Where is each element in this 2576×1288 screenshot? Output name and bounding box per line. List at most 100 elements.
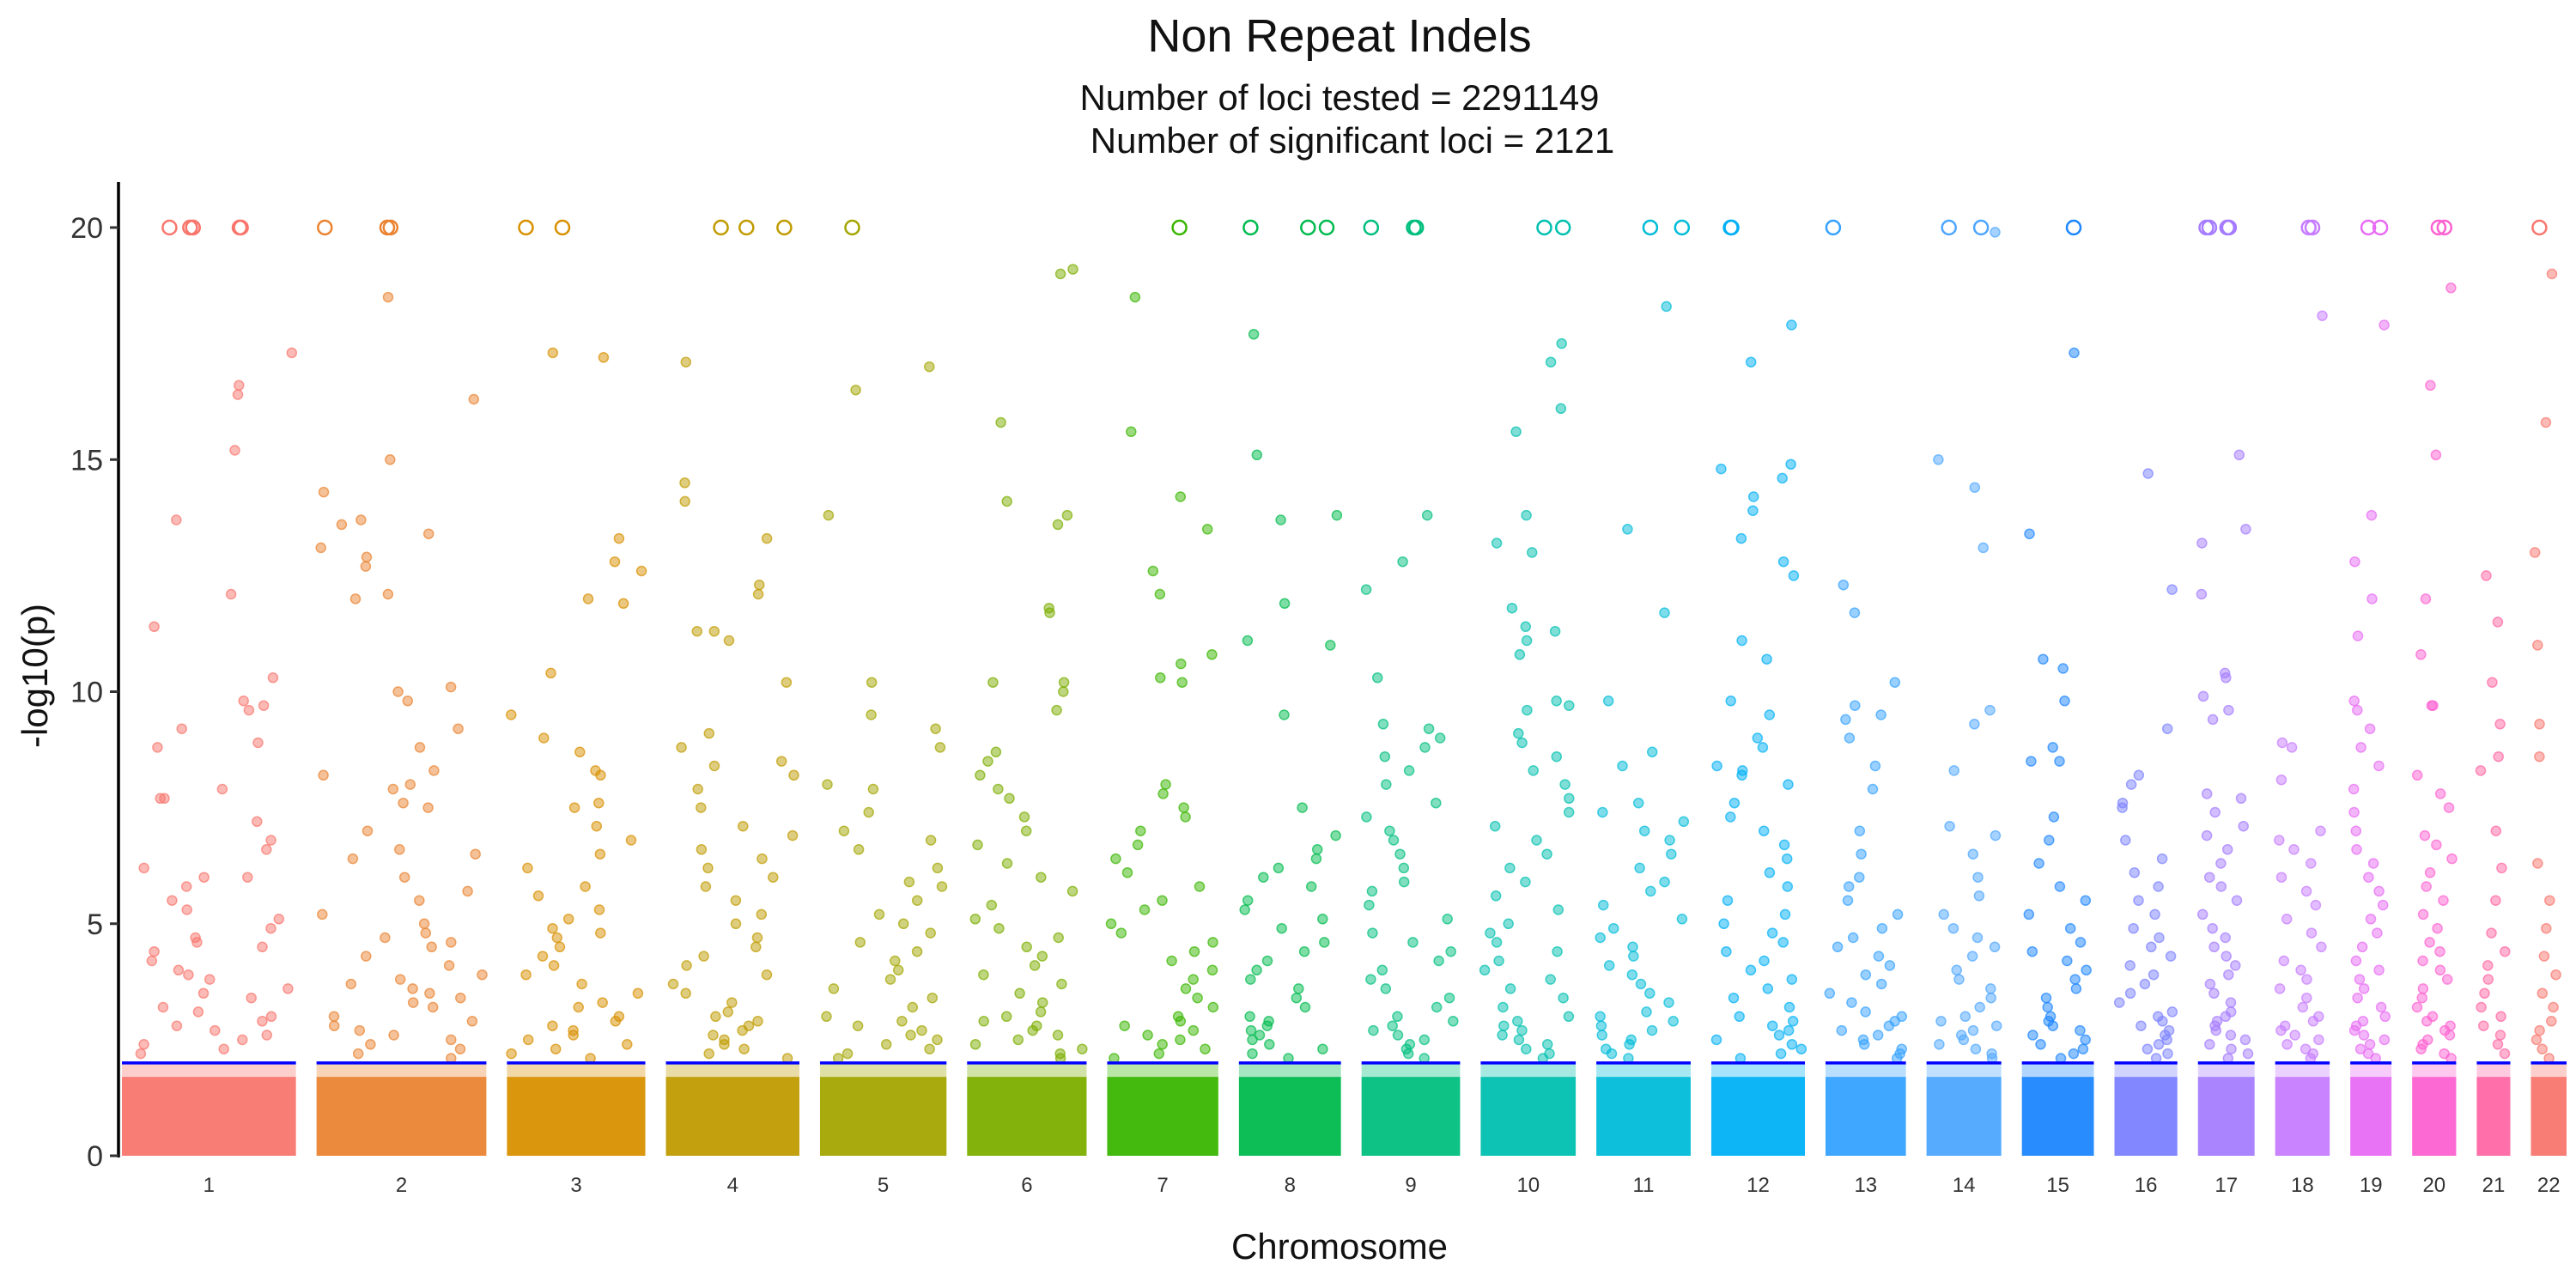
chr-2-point: [349, 593, 361, 605]
chr-12-point: [1718, 918, 1729, 930]
chr-9-point: [1394, 848, 1406, 860]
chr-7-point: [1115, 927, 1127, 939]
y-tick-label: 0: [87, 1140, 103, 1173]
chr-9-point: [1392, 1030, 1404, 1041]
chr-7-capped-point: [1171, 219, 1188, 236]
chr-8-point: [1239, 904, 1250, 915]
chr-3-point: [522, 1034, 534, 1046]
chr-11-point: [1676, 914, 1688, 925]
chr-8-point: [1330, 829, 1341, 841]
chr-20-point: [2415, 649, 2427, 660]
chr-5-point: [903, 876, 915, 888]
chr-14-point: [1972, 872, 1984, 883]
chr-17-point: [2242, 1048, 2254, 1060]
chr-8-capped-point: [1242, 219, 1259, 236]
chr-1-capped-point: [233, 219, 249, 236]
chr-10-point: [1522, 704, 1533, 716]
chr-12-point: [1762, 983, 1774, 994]
chr-3-point: [635, 565, 647, 577]
chr-10-point: [1559, 779, 1571, 790]
x-tick-label-chr-1: 1: [204, 1174, 215, 1197]
chr-16-point: [2128, 922, 2139, 934]
chr-5-point: [932, 1034, 943, 1046]
chr-13-point: [1846, 997, 1857, 1008]
chr-18-point: [2289, 1030, 2300, 1041]
chr-14-point: [1990, 227, 2001, 238]
chr-18-capped-point: [2304, 219, 2321, 236]
chr-10-point: [1485, 927, 1496, 939]
chr-11-point: [1595, 932, 1606, 944]
chr-10-point: [1506, 602, 1518, 614]
chr-1-point: [198, 872, 210, 883]
chr-9-dense-band: [1361, 1077, 1461, 1156]
chr-22-dense-band: [2530, 1077, 2567, 1156]
chr-1-point: [197, 987, 210, 999]
chr-16-point: [2133, 769, 2145, 781]
chr-6-point: [1067, 264, 1078, 275]
y-axis-title: -log10(p): [15, 604, 55, 748]
chr-5-point: [897, 918, 909, 930]
chr-2-point: [428, 765, 440, 776]
chr-7-point: [1188, 974, 1199, 985]
chr-11-band-fringe: [1596, 1062, 1691, 1078]
chr-3-point: [574, 746, 586, 758]
chr-4-point: [756, 853, 768, 865]
chr-7-point: [1110, 853, 1121, 865]
chr-14-point: [1953, 974, 1965, 985]
chr-6-point: [1052, 519, 1064, 531]
chr-2-point: [422, 802, 434, 813]
chr-13-point: [1892, 908, 1904, 920]
chr-20-capped-point: [2430, 219, 2447, 236]
chr-6-point: [1051, 704, 1062, 716]
chr-10-point: [1503, 918, 1514, 930]
chr-17-point: [2221, 951, 2232, 962]
chr-2-capped-point: [317, 219, 333, 236]
chr-11-point: [1664, 835, 1675, 846]
chr-15-point: [2062, 955, 2073, 967]
chr-11-point: [1668, 1016, 1679, 1027]
chr-12-point: [1766, 927, 1778, 939]
chr-5-point: [852, 1020, 864, 1031]
chr-2-point: [394, 974, 406, 985]
chr-6-point: [986, 899, 998, 911]
chr-12-point: [1777, 937, 1789, 948]
chr-16-point: [2133, 895, 2144, 906]
chr-11-point: [1595, 1020, 1607, 1031]
chr-13-point: [1876, 922, 1888, 934]
chr-4-point: [788, 769, 799, 781]
chr-1-point: [252, 816, 263, 828]
chr-20-point: [2427, 700, 2439, 711]
chr-18-point: [2275, 774, 2287, 786]
chr-3-point: [537, 951, 549, 962]
chr-6-point: [987, 677, 999, 688]
chr-12-point: [1781, 853, 1793, 865]
chr-13-point: [1869, 760, 1881, 772]
chr-3-point: [573, 1001, 584, 1013]
chr-15-point: [2054, 756, 2065, 767]
chr-4-point: [710, 1011, 721, 1023]
chr-13-capped-point: [1825, 219, 1842, 236]
chr-6-point: [972, 839, 983, 851]
chr-9-capped-point: [1407, 219, 1425, 236]
chr-14-point: [1973, 890, 1985, 902]
chr-14-point: [1935, 1016, 1947, 1027]
chr-1-point: [242, 872, 253, 883]
chr-3-point: [613, 532, 625, 544]
chr-10-capped-point: [1536, 219, 1552, 236]
chr-15-point: [2080, 895, 2092, 906]
chr-10-point: [1563, 1011, 1575, 1023]
chr-16-point: [2165, 951, 2177, 962]
chr-4-point: [751, 932, 763, 944]
chr-15-capped-point: [2065, 219, 2082, 236]
chr-18-point: [2301, 992, 2312, 1004]
chr-8-point: [1261, 1020, 1273, 1031]
chr-11-capped-point: [1674, 219, 1691, 236]
chr-10-point: [1541, 848, 1552, 860]
chr-5-point: [866, 709, 877, 720]
chr-20-point: [2424, 867, 2436, 878]
chr-12-point: [1716, 463, 1727, 475]
chr-9-point: [1388, 835, 1400, 846]
chr-13-point: [1883, 1020, 1895, 1031]
chr-5-point: [854, 937, 866, 948]
chr-5-point: [841, 1048, 854, 1060]
